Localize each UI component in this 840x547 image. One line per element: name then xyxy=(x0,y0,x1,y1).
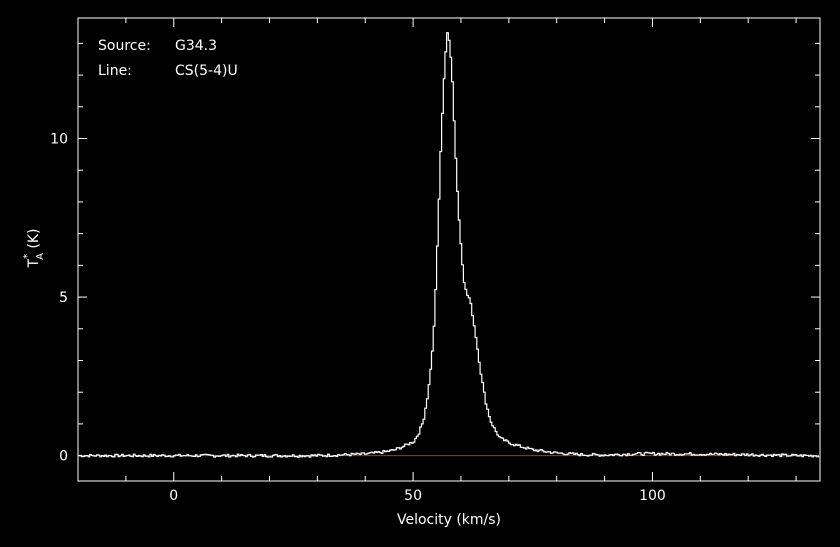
line-label: Line: xyxy=(98,63,132,79)
source-label: Source: xyxy=(98,38,151,54)
x-axis-label: Velocity (km/s) xyxy=(397,512,501,528)
source-value: G34.3 xyxy=(175,38,217,54)
y-tick-label: 0 xyxy=(59,449,68,465)
x-tick-label: 100 xyxy=(639,488,666,504)
spectrum-line xyxy=(78,32,820,458)
x-tick-label: 50 xyxy=(404,488,422,504)
y-tick-label: 10 xyxy=(50,132,68,148)
y-tick-label: 5 xyxy=(59,290,68,306)
line-value: CS(5-4)U xyxy=(175,63,238,79)
axis-ticks xyxy=(77,18,820,481)
plot-frame xyxy=(77,17,821,482)
axis-tick-labels: 0 50 100 0 5 10 xyxy=(50,132,666,504)
x-tick-label: 0 xyxy=(169,488,178,504)
